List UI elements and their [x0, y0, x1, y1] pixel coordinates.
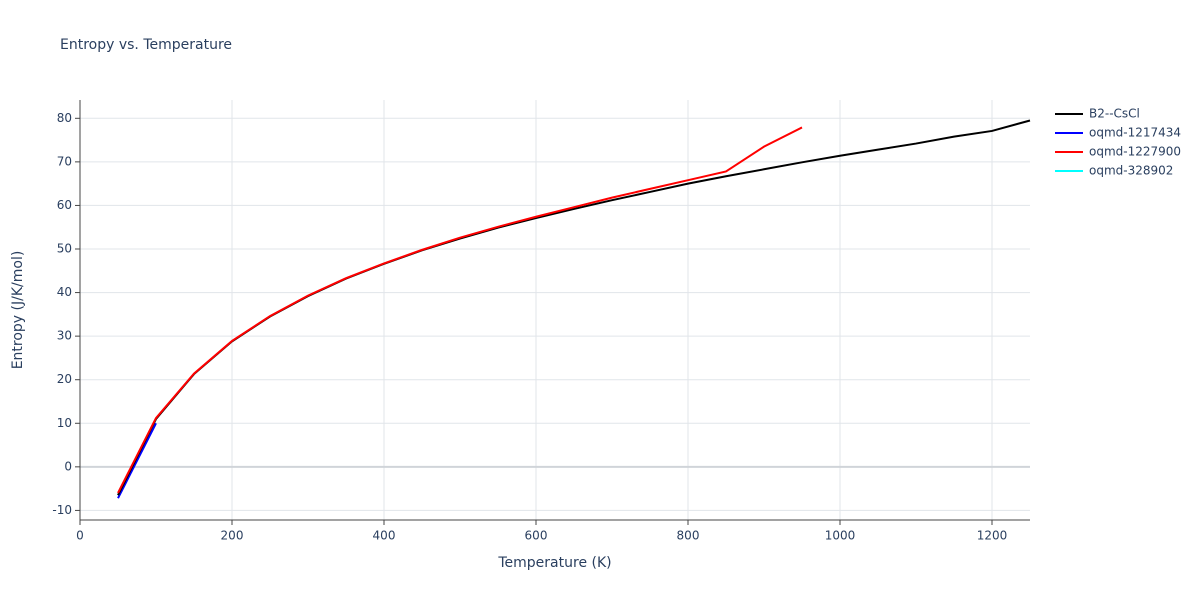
y-tick-label: 40	[57, 285, 72, 299]
y-tick-label: 30	[57, 329, 72, 343]
legend-label: oqmd-328902	[1089, 164, 1173, 178]
y-tick-label: 70	[57, 154, 72, 168]
y-tick-label: 0	[64, 459, 72, 473]
y-tick-label: -10	[52, 503, 72, 517]
y-tick-label: 20	[57, 372, 72, 386]
series-line	[117, 422, 157, 499]
x-tick-label: 800	[677, 529, 700, 543]
x-tick-label: 1200	[977, 529, 1008, 543]
y-axis-title: Entropy (J/K/mol)	[10, 251, 26, 370]
x-axis-title: Temperature (K)	[497, 555, 611, 571]
y-tick-label: 60	[57, 198, 72, 212]
legend-label: oqmd-1217434	[1089, 126, 1181, 140]
series-line	[117, 119, 1031, 496]
series-line	[117, 126, 803, 494]
x-tick-label: 1000	[825, 529, 856, 543]
chart-title: Entropy vs. Temperature	[60, 37, 232, 53]
x-tick-label: 200	[221, 529, 244, 543]
y-tick-label: 80	[57, 111, 72, 125]
y-tick-label: 10	[57, 416, 72, 430]
x-tick-label: 400	[373, 529, 396, 543]
x-tick-label: 0	[76, 529, 84, 543]
y-tick-label: 50	[57, 242, 72, 256]
x-tick-label: 600	[525, 529, 548, 543]
legend-label: B2--CsCl	[1089, 107, 1140, 121]
legend-label: oqmd-1227900	[1089, 145, 1181, 159]
